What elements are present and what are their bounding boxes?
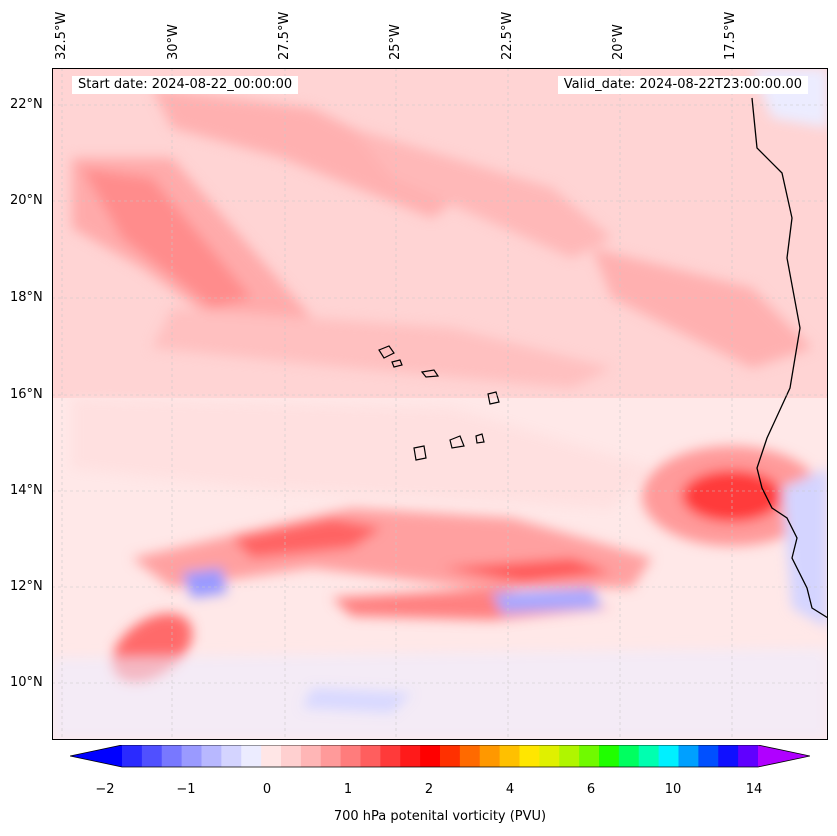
island-sao-vicente [391, 359, 403, 368]
south-band-core [232, 518, 382, 558]
colorbar-segment [718, 745, 739, 767]
lat-label-12n: 12°N [10, 579, 43, 594]
neg-south [52, 648, 828, 740]
colorbar-segment [618, 745, 640, 767]
lon-label-22-5w: 22.5°W [500, 11, 515, 60]
weak-mid [72, 398, 652, 508]
band-nw-core [82, 168, 252, 308]
colorbar-segment [400, 745, 421, 767]
start-date-label: Start date: 2024-08-22_00:00:00 [72, 76, 299, 94]
colorbar-segment [459, 745, 481, 767]
lon-label-30w: 30°W [166, 24, 181, 60]
colorbar-segment [161, 745, 183, 767]
cb-tick-14: 14 [745, 782, 763, 797]
band-ne [592, 248, 812, 368]
colorbar-segment [141, 745, 163, 767]
colorbar-segment [241, 745, 262, 767]
colorbar-segment [638, 745, 660, 767]
lat-label-16n: 16°N [10, 387, 43, 402]
colorbar-segment [340, 745, 362, 767]
colorbar-segment [221, 745, 242, 767]
colorbar-segment [539, 745, 560, 767]
graticule [52, 68, 828, 740]
colorbar-segment [599, 745, 620, 767]
valid-date-label: Valid_date: 2024-08-22T23:00:00.00 [557, 76, 808, 94]
colorbar-segment [559, 745, 580, 767]
cb-tick-2: 2 [424, 782, 434, 797]
lon-label-25w: 25°W [388, 24, 403, 60]
colorbar-segment [261, 745, 282, 767]
colorbar-segment [698, 745, 719, 767]
island-santiago [413, 445, 427, 461]
colorbar-extend-max [758, 745, 810, 767]
colorbar-segment [678, 745, 699, 767]
island-santo-antao [378, 345, 395, 359]
colorbar-segment [499, 745, 521, 767]
lon-label-17-5w: 17.5°W [723, 11, 738, 60]
colorbar-segment [122, 745, 143, 767]
cb-tick-0: 0 [262, 782, 272, 797]
south-core-2 [442, 558, 612, 583]
cb-tick-10: 10 [664, 782, 682, 797]
colorbar-segment [738, 745, 759, 767]
neg-east [782, 468, 828, 628]
colorbar-label: 700 hPa potenital vorticity (PVU) [333, 809, 547, 824]
africa-coastline [751, 97, 828, 619]
map-frame [52, 68, 828, 740]
lat-label-10n: 10°N [10, 675, 43, 690]
lon-label-20w: 20°W [611, 24, 626, 60]
colorbar-extend-min [70, 745, 122, 767]
band-n-1 [152, 88, 472, 218]
colorbar [70, 745, 810, 768]
colorbar-segment [360, 745, 381, 767]
colorbar-segment [658, 745, 680, 767]
lat-label-20n: 20°N [10, 193, 43, 208]
colorbar-segment [201, 745, 222, 767]
island-fogo [475, 433, 485, 444]
lat-label-18n: 18°N [10, 290, 43, 305]
cb-tick-neg1: −1 [176, 782, 196, 797]
island-sao-nicolau [420, 369, 440, 378]
cb-tick-1: 1 [343, 782, 353, 797]
colorbar-segment [519, 745, 540, 767]
colorbar-segment [300, 745, 322, 767]
cb-tick-6: 6 [586, 782, 596, 797]
colorbar-outline [70, 745, 810, 768]
colorbar-segment [320, 745, 342, 767]
cb-tick-4: 4 [505, 782, 515, 797]
colorbar-segment [579, 745, 600, 767]
colorbar-segment [479, 745, 501, 767]
lat-label-14n: 14°N [10, 483, 43, 498]
island-sal [487, 391, 500, 405]
lon-label-27-5w: 27.5°W [277, 11, 292, 60]
lon-label-32-5w: 32.5°W [54, 11, 69, 60]
band-mid [152, 308, 612, 388]
pv-bands [52, 68, 828, 740]
island-boa-vista [449, 435, 465, 449]
colorbar-segment [380, 745, 401, 767]
cape-verde-islands [378, 345, 500, 461]
map-panel[interactable] [52, 68, 828, 740]
lat-label-22n: 22°N [10, 97, 43, 112]
colorbar-segment [281, 745, 302, 767]
colorbar-segment [181, 745, 203, 767]
band-n-2 [352, 128, 612, 258]
neg-streak-1 [182, 568, 227, 598]
cb-tick-neg2: −2 [95, 782, 115, 797]
colorbar-segment [420, 745, 441, 767]
pv-contour-map[interactable] [52, 68, 828, 740]
colorbar-segment [440, 745, 461, 767]
neg-streak-2 [492, 588, 602, 613]
